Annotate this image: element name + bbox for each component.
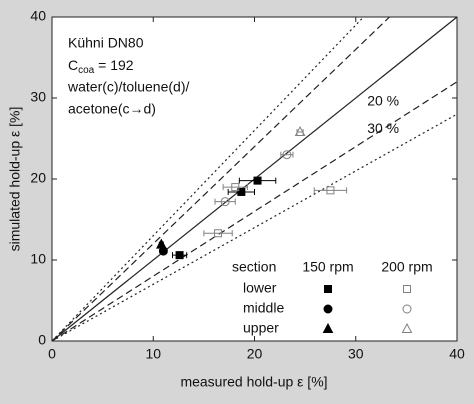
reference-line [51, 16, 390, 342]
reference-label: 20 % [367, 93, 399, 109]
y-tick-label: 20 [30, 170, 46, 186]
legend-label: lower [243, 280, 277, 296]
x-tick-label: 0 [48, 346, 56, 362]
point [294, 125, 306, 137]
annotation: Ccoa = 192 [68, 57, 134, 76]
y-tick-label: 40 [30, 8, 46, 24]
reference-line [51, 113, 458, 342]
annotation: = 192 [94, 57, 134, 73]
x-tick-label: 10 [145, 346, 161, 362]
point [282, 150, 292, 160]
x-tick-label: 20 [247, 346, 263, 362]
legend-label: upper [243, 320, 279, 336]
point [156, 238, 167, 249]
legend-header: section [232, 259, 276, 275]
point [237, 187, 246, 196]
y-tick-label: 0 [38, 332, 46, 348]
reference-label: 30 % [367, 120, 399, 136]
x-tick-label: 30 [348, 346, 364, 362]
point [214, 229, 223, 238]
reference-line [51, 81, 458, 342]
legend-marker [322, 322, 334, 333]
annotation: acetone(c→d) [68, 101, 156, 117]
point [231, 183, 240, 192]
y-tick-label: 10 [30, 251, 46, 267]
annotation: Kühni DN80 [68, 35, 144, 51]
legend-marker [401, 322, 413, 333]
annotation: coa [78, 65, 95, 76]
point [326, 186, 335, 195]
legend-header: 200 rpm [381, 259, 432, 275]
annotation: C [68, 57, 78, 73]
legend-marker [403, 285, 411, 293]
x-tick-label: 40 [449, 346, 465, 362]
y-axis-label: simulated hold-up ε [%] [7, 107, 23, 252]
legend-marker [324, 285, 332, 293]
y-tick-label: 30 [30, 89, 46, 105]
point [175, 251, 184, 260]
point [220, 197, 230, 207]
legend-label: middle [243, 300, 284, 316]
point [253, 176, 262, 185]
legend-marker [323, 304, 333, 314]
legend-marker [402, 304, 412, 314]
legend-header: 150 rpm [302, 259, 353, 275]
annotation: water(c)/toluene(d)/ [67, 79, 189, 95]
x-axis-label: measured hold-up ε [%] [180, 374, 327, 390]
